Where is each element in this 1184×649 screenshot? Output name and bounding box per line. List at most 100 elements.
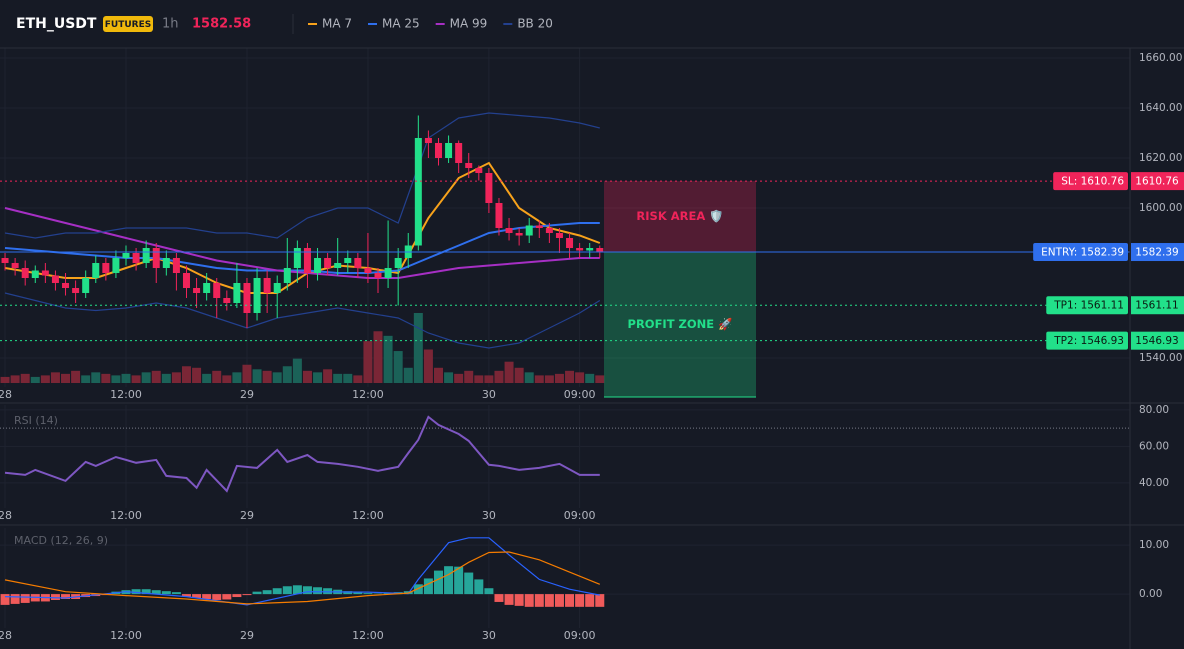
volume-bar [454,373,464,383]
volume-bar [585,373,595,383]
y-tick-label: 1600.00 [1139,202,1182,214]
candle-body [414,138,422,246]
candle-body [152,248,160,268]
candle-body [334,263,342,268]
volume-bar [40,375,50,383]
histogram-bar [61,594,71,600]
candle-body [354,258,362,268]
candle-body [475,168,483,173]
level-label-bg [1046,296,1128,315]
legend-label: MA 25 [382,17,420,31]
volume-bar [101,373,111,383]
volume-bar [30,376,40,383]
volume-bar [464,370,474,383]
y-tick-label: 1660.00 [1139,52,1182,64]
histogram-bar [161,591,171,595]
candle-body [324,258,332,268]
badge-bg [103,16,153,32]
histogram-bar [353,592,363,595]
histogram-bar [0,594,10,605]
volume-bar [514,367,524,383]
histogram-bar [423,578,433,595]
candle-body [162,258,170,268]
volume-bar [262,370,272,383]
candle-body [122,253,130,258]
interval: 1h [162,17,179,32]
candle-body [11,263,19,268]
y-tick-label: 1540.00 [1139,352,1182,364]
volume-bar [363,341,373,383]
histogram-bar [141,589,151,595]
volume-bar [181,366,191,383]
y-tick-label: 10.00 [1139,539,1169,551]
y-tick-label: 80.00 [1139,404,1169,416]
x-tick-label: 12:00 [110,509,142,522]
volume-bar [121,373,131,383]
price-label: 1546.93 [1135,335,1178,347]
candle-body [374,273,382,278]
price-label: 1610.76 [1135,176,1179,188]
candle-body [142,248,150,263]
candle-body [132,253,140,263]
volume-bar [323,369,333,383]
volume-bar [131,375,141,383]
candle-body [394,258,402,268]
x-tick-label: 12:00 [110,388,142,401]
candle-body [263,278,271,293]
zone-label: PROFIT ZONE 🚀 [628,317,734,331]
legend-label: MA 7 [322,17,352,31]
histogram-bar [151,590,161,595]
candle-body [112,258,120,273]
histogram-bar [504,594,514,605]
candle-body [92,263,100,278]
level-label-bg [1046,331,1128,350]
volume-bar [595,375,605,383]
candle-body [172,258,180,273]
histogram-bar [514,594,524,606]
candle-body [213,283,221,298]
y-tick-label: 60.00 [1139,440,1169,452]
symbol: ETH_USDT [16,16,97,32]
volume-bar [383,335,393,383]
volume-bar [343,373,353,383]
volume-bar [10,375,20,383]
price-label-bg [1131,331,1184,350]
x-tick-label: 28 [0,509,12,522]
volume-bar [50,372,60,383]
candle-body [434,143,442,158]
candle-body [566,238,574,248]
candle-body [485,173,493,203]
pane-title: RSI (14) [14,414,58,427]
volume-bar [575,372,585,383]
candle-body [203,283,211,293]
candle-body [102,263,110,273]
candle-body [182,273,190,288]
candle-body [41,270,49,276]
legend-label: BB 20 [517,17,553,31]
histogram-bar [595,594,605,607]
macd-line [4,537,600,606]
histogram-bar [534,594,544,607]
volume-bar [61,373,71,383]
level-label: TP1: 1561.11 [1053,300,1124,312]
volume-bar [373,331,383,383]
grid-layer: 1660.00 1640.00 1620.00 1600.00 1540.00 28 12:… [0,48,1182,642]
histogram-bar [282,586,292,595]
price-label: 1561.11 [1135,300,1178,312]
y-tick-label: 1640.00 [1139,102,1182,114]
candle-body [596,248,604,252]
x-tick-label: 12:00 [352,629,384,642]
histogram-bar [181,594,191,597]
level-label-bg [1033,243,1128,262]
candle-body [283,268,291,283]
bb-upper [4,112,600,239]
candle-body [545,228,553,233]
level-label-bg [1053,172,1128,191]
histogram-bar [202,594,212,600]
volume-bar [151,370,161,383]
bb-lower [4,292,601,349]
histogram-bar [565,594,575,607]
risk-zone [604,181,756,253]
candle-body [303,248,311,273]
